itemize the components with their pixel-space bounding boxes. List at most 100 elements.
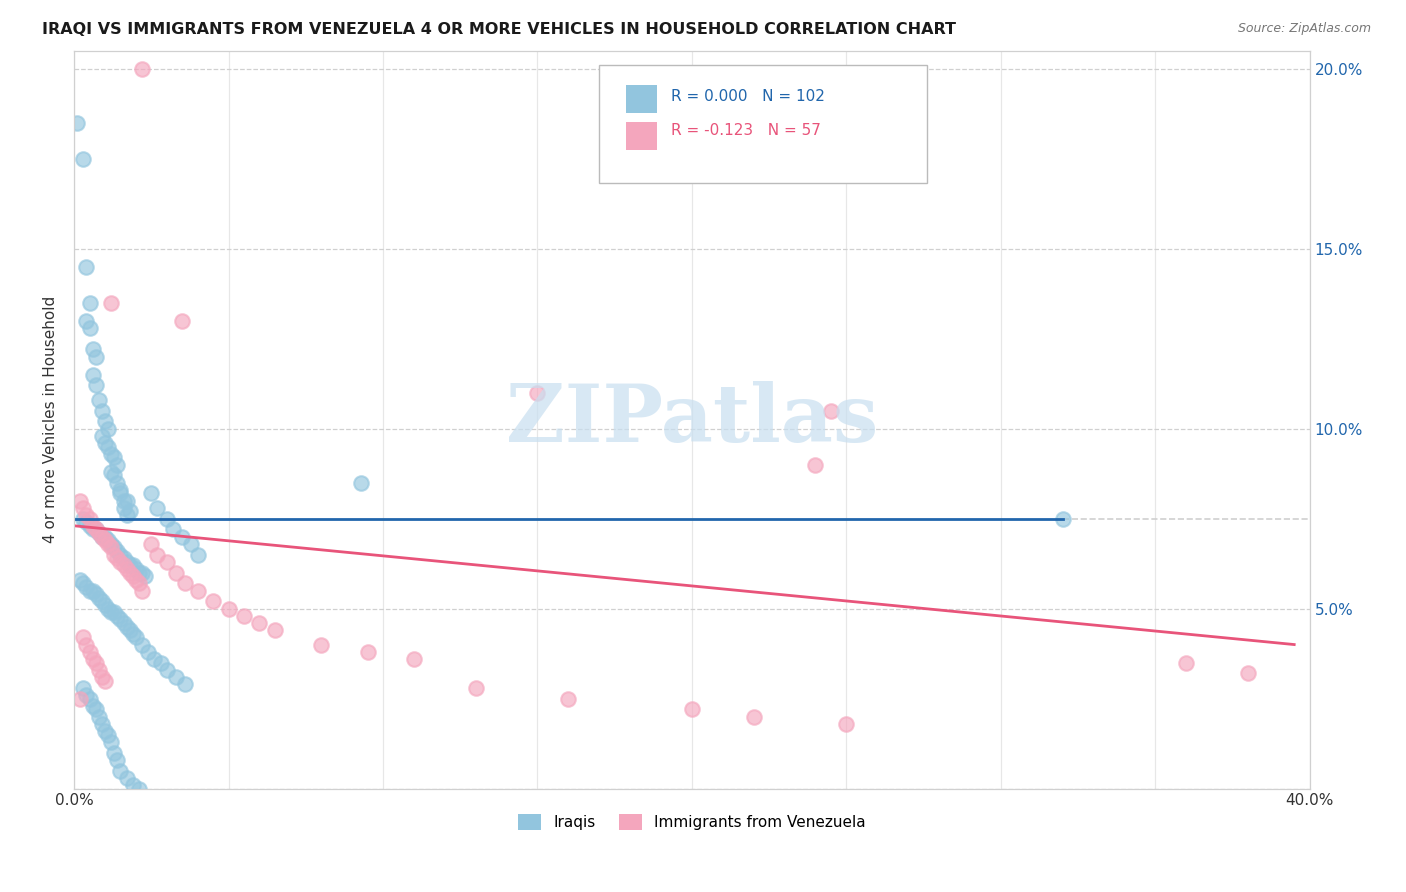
Point: [156, 511, 179, 525]
FancyBboxPatch shape: [599, 65, 927, 184]
Point: [90, 530, 112, 544]
Point: [105, 475, 128, 490]
Point: [172, 313, 194, 327]
Point: [103, 541, 125, 555]
Legend: Iraqis, Immigrants from Venezuela: Iraqis, Immigrants from Venezuela: [512, 808, 872, 836]
Point: [115, 508, 138, 522]
Point: [82, 518, 104, 533]
Point: [110, 764, 132, 778]
Point: [84, 350, 107, 364]
Point: [131, 62, 153, 76]
Point: [146, 500, 169, 515]
Point: [75, 688, 97, 702]
Point: [105, 458, 128, 472]
Point: [100, 541, 122, 555]
Point: [112, 493, 135, 508]
Point: [87, 709, 110, 723]
Point: [82, 343, 104, 357]
Text: R = -0.123   N = 57: R = -0.123 N = 57: [671, 123, 821, 138]
Point: [72, 500, 94, 515]
Point: [72, 152, 94, 166]
Point: [115, 562, 138, 576]
Point: [82, 522, 104, 536]
Point: [464, 681, 486, 695]
Point: [110, 483, 132, 497]
Point: [82, 652, 104, 666]
FancyBboxPatch shape: [627, 122, 657, 150]
Point: [112, 558, 135, 573]
Point: [742, 709, 765, 723]
Point: [125, 631, 148, 645]
Point: [79, 511, 101, 525]
Point: [75, 515, 97, 529]
Point: [103, 605, 125, 619]
Point: [309, 638, 332, 652]
Point: [118, 623, 141, 637]
Point: [218, 601, 240, 615]
Point: [146, 548, 169, 562]
Point: [118, 504, 141, 518]
Point: [103, 548, 125, 562]
Text: R = 0.000   N = 102: R = 0.000 N = 102: [671, 89, 825, 104]
Point: [141, 537, 163, 551]
Point: [263, 623, 285, 637]
Point: [103, 746, 125, 760]
Point: [105, 551, 128, 566]
Point: [100, 295, 122, 310]
Point: [75, 638, 97, 652]
Point: [79, 321, 101, 335]
Point: [87, 591, 110, 605]
Point: [105, 753, 128, 767]
Point: [681, 702, 703, 716]
Point: [156, 663, 179, 677]
Point: [110, 612, 132, 626]
Point: [131, 566, 153, 580]
Point: [75, 313, 97, 327]
Point: [121, 626, 143, 640]
Point: [72, 681, 94, 695]
Text: Source: ZipAtlas.com: Source: ZipAtlas.com: [1237, 22, 1371, 36]
Point: [84, 378, 107, 392]
Point: [118, 558, 141, 573]
Point: [165, 670, 187, 684]
Point: [143, 652, 166, 666]
Point: [835, 716, 858, 731]
Point: [90, 716, 112, 731]
Point: [233, 608, 256, 623]
Point: [82, 583, 104, 598]
Point: [66, 116, 89, 130]
Point: [174, 576, 197, 591]
Point: [131, 638, 153, 652]
Point: [249, 615, 271, 630]
Text: ZIPatlas: ZIPatlas: [506, 381, 877, 458]
Point: [356, 645, 378, 659]
Point: [69, 493, 91, 508]
Point: [87, 663, 110, 677]
Point: [100, 735, 122, 749]
Point: [94, 414, 117, 428]
Point: [90, 530, 112, 544]
Point: [94, 673, 117, 688]
Point: [105, 608, 128, 623]
Point: [202, 594, 225, 608]
Point: [156, 555, 179, 569]
Point: [69, 691, 91, 706]
Point: [90, 670, 112, 684]
Point: [97, 440, 120, 454]
Point: [84, 656, 107, 670]
FancyBboxPatch shape: [627, 86, 657, 113]
Point: [94, 533, 117, 548]
Text: IRAQI VS IMMIGRANTS FROM VENEZUELA 4 OR MORE VEHICLES IN HOUSEHOLD CORRELATION C: IRAQI VS IMMIGRANTS FROM VENEZUELA 4 OR …: [42, 22, 956, 37]
Point: [94, 723, 117, 738]
Point: [162, 522, 184, 536]
Point: [115, 493, 138, 508]
Point: [172, 530, 194, 544]
Point: [557, 691, 579, 706]
Point: [90, 594, 112, 608]
Point: [103, 450, 125, 465]
Point: [125, 573, 148, 587]
Point: [112, 551, 135, 566]
Point: [75, 508, 97, 522]
Point: [134, 569, 156, 583]
Point: [141, 486, 163, 500]
